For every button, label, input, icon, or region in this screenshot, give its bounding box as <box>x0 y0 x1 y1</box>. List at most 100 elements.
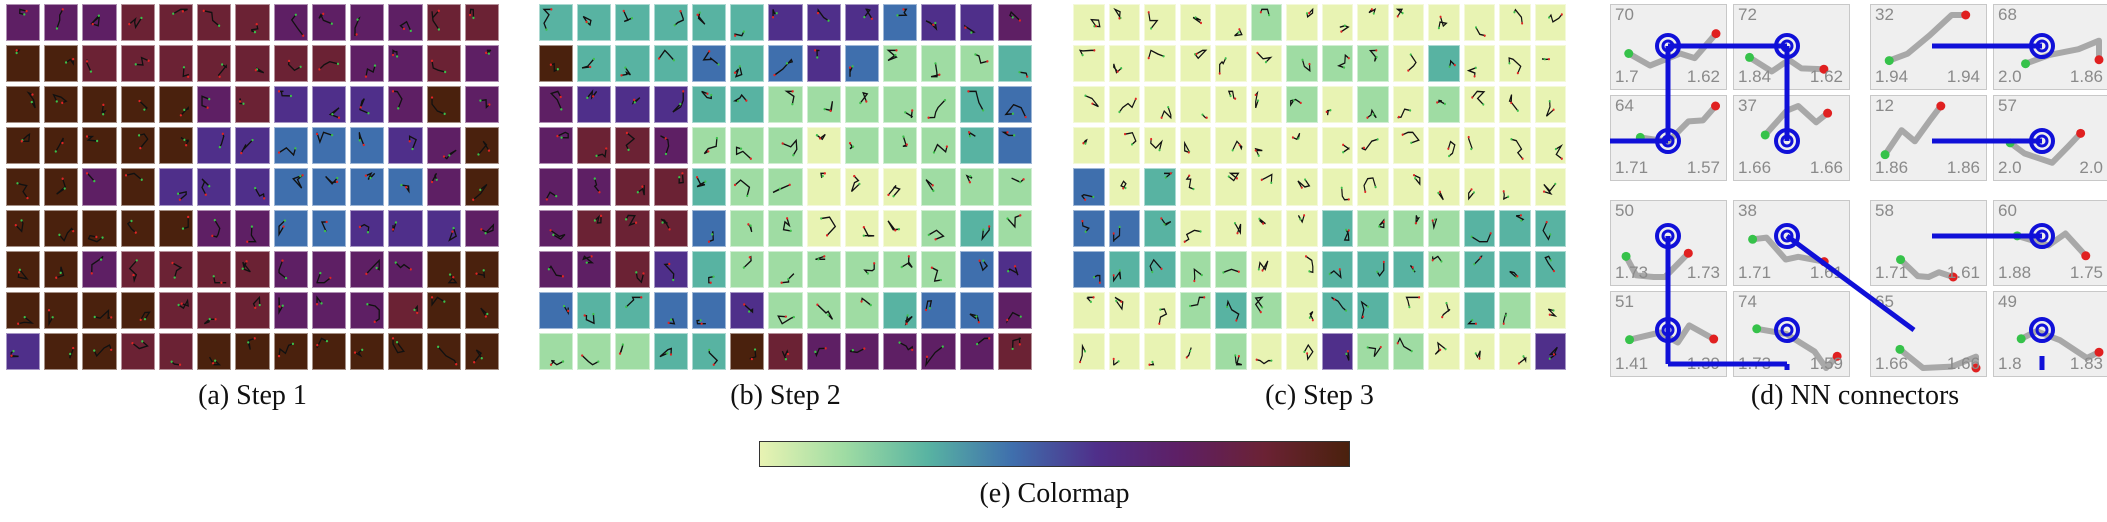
sketch-cell <box>806 168 841 206</box>
sketch-cell <box>426 250 461 288</box>
sketch-cell <box>464 250 499 288</box>
sketch-cell <box>1108 4 1140 42</box>
caption-nn-connectors: (d) NN connectors <box>1750 380 1960 411</box>
sketch-cell <box>82 332 117 370</box>
colormap-bar <box>759 441 1350 467</box>
nn-cell-right-score: 1.83 <box>2069 354 2103 373</box>
sketch-cell <box>158 291 194 329</box>
nn-cell-right-score: 1.59 <box>1809 354 1843 373</box>
sketch-cell <box>1463 86 1495 124</box>
sketch-cell <box>158 4 194 42</box>
sketch-cell <box>1499 250 1531 288</box>
sketch-cell <box>921 86 956 124</box>
sketch-cell <box>653 168 688 206</box>
sketch-cell <box>921 168 956 206</box>
sketch-cell <box>1250 209 1282 247</box>
sketch-cell <box>806 4 841 42</box>
sketch-cell <box>1463 209 1495 247</box>
sketch-cell <box>1144 291 1176 329</box>
sketch-cell <box>1215 4 1247 42</box>
sketch-cell <box>1392 291 1424 329</box>
sketch-cell <box>1250 291 1282 329</box>
sketch-cell <box>539 168 574 206</box>
sketch-cell <box>388 127 423 165</box>
sketch-cell <box>350 86 385 124</box>
sketch-cell <box>691 127 727 165</box>
sketch-cell <box>1108 291 1140 329</box>
sketch-cell <box>82 291 117 329</box>
step1-grid <box>6 4 499 370</box>
sketch-cell <box>1286 45 1318 83</box>
sketch-cell <box>1215 332 1247 370</box>
sketch-cell <box>350 127 385 165</box>
sketch-cell <box>311 291 347 329</box>
nn-cell: 57 2.0 2.0 <box>1993 95 2107 181</box>
sketch-cell <box>82 4 117 42</box>
sketch-cell <box>844 45 880 83</box>
sketch-cell <box>539 86 574 124</box>
sketch-cell <box>1357 86 1389 124</box>
nn-connector-overlay <box>1610 33 2055 370</box>
sketch-cell <box>464 86 499 124</box>
sketch-cell <box>350 209 385 247</box>
nn-connectors-panel: 70 1.7 1.62 72 1.84 1.62 32 1.94 1.94 68 2.0 1.86 64… <box>1610 4 2107 377</box>
step3-grid <box>1073 4 1566 370</box>
nn-cell: 38 1.71 1.61 <box>1733 200 1850 286</box>
sketch-cell <box>539 332 574 370</box>
sketch-cell <box>883 86 918 124</box>
sketch-cell <box>1179 332 1211 370</box>
sketch-cell <box>997 127 1032 165</box>
sketch-cell <box>1428 45 1460 83</box>
sketch-cell <box>1286 127 1318 165</box>
sketch-cell <box>653 209 688 247</box>
nn-cell-index: 49 <box>1998 292 2017 311</box>
sketch-cell <box>158 168 194 206</box>
sketch-cell <box>806 291 841 329</box>
sketch-cell <box>273 86 308 124</box>
sketch-cell <box>44 127 79 165</box>
sketch-cell <box>1499 45 1531 83</box>
sketch-cell <box>539 291 574 329</box>
sketch-cell <box>1144 4 1176 42</box>
sketch-cell <box>82 127 117 165</box>
sketch-cell <box>197 86 232 124</box>
sketch-cell <box>1392 86 1424 124</box>
sketch-cell <box>1463 168 1495 206</box>
sketch-cell <box>1179 250 1211 288</box>
nn-cell-index: 70 <box>1615 5 1634 24</box>
sketch-cell <box>1321 291 1353 329</box>
sketch-cell <box>1108 332 1140 370</box>
nn-cell-left-score: 1.73 <box>1615 263 1649 282</box>
sketch-cell <box>1250 45 1282 83</box>
sketch-cell <box>44 86 79 124</box>
sketch-cell <box>844 86 880 124</box>
sketch-cell <box>197 332 232 370</box>
sketch-cell <box>768 332 803 370</box>
sketch-cell <box>883 168 918 206</box>
step2-grid <box>539 4 1032 370</box>
caption-colormap: (e) Colormap <box>979 478 1130 509</box>
sketch-cell <box>1357 332 1389 370</box>
sketch-cell <box>426 45 461 83</box>
sketch-cell <box>691 4 727 42</box>
sketch-cell <box>653 4 688 42</box>
sketch-cell <box>577 291 612 329</box>
sketch-cell <box>1073 4 1105 42</box>
nn-cell-right-score: 1.66 <box>1946 354 1980 373</box>
sketch-cell <box>235 45 270 83</box>
sketch-cell <box>959 168 994 206</box>
sketch-cell <box>44 291 79 329</box>
sketch-cell <box>691 168 727 206</box>
sketch-cell <box>539 127 574 165</box>
sketch-cell <box>350 332 385 370</box>
nn-cell-index: 72 <box>1738 5 1757 24</box>
sketch-cell <box>1073 209 1105 247</box>
sketch-cell <box>653 45 688 83</box>
sketch-cell <box>1392 209 1424 247</box>
sketch-cell <box>1499 168 1531 206</box>
sketch-cell <box>1286 86 1318 124</box>
sketch-cell <box>120 4 155 42</box>
sketch-cell <box>1428 250 1460 288</box>
sketch-cell <box>1179 45 1211 83</box>
nn-cell-index: 12 <box>1875 96 1894 115</box>
